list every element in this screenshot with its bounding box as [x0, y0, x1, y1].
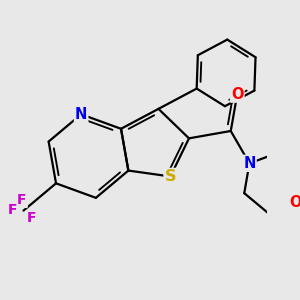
Text: O: O	[290, 195, 300, 210]
Text: F: F	[17, 193, 27, 207]
Text: O: O	[231, 87, 244, 102]
Text: F: F	[8, 203, 17, 217]
Text: N: N	[75, 107, 87, 122]
Text: N: N	[243, 156, 256, 171]
Text: S: S	[165, 169, 176, 184]
Text: F: F	[26, 211, 36, 225]
